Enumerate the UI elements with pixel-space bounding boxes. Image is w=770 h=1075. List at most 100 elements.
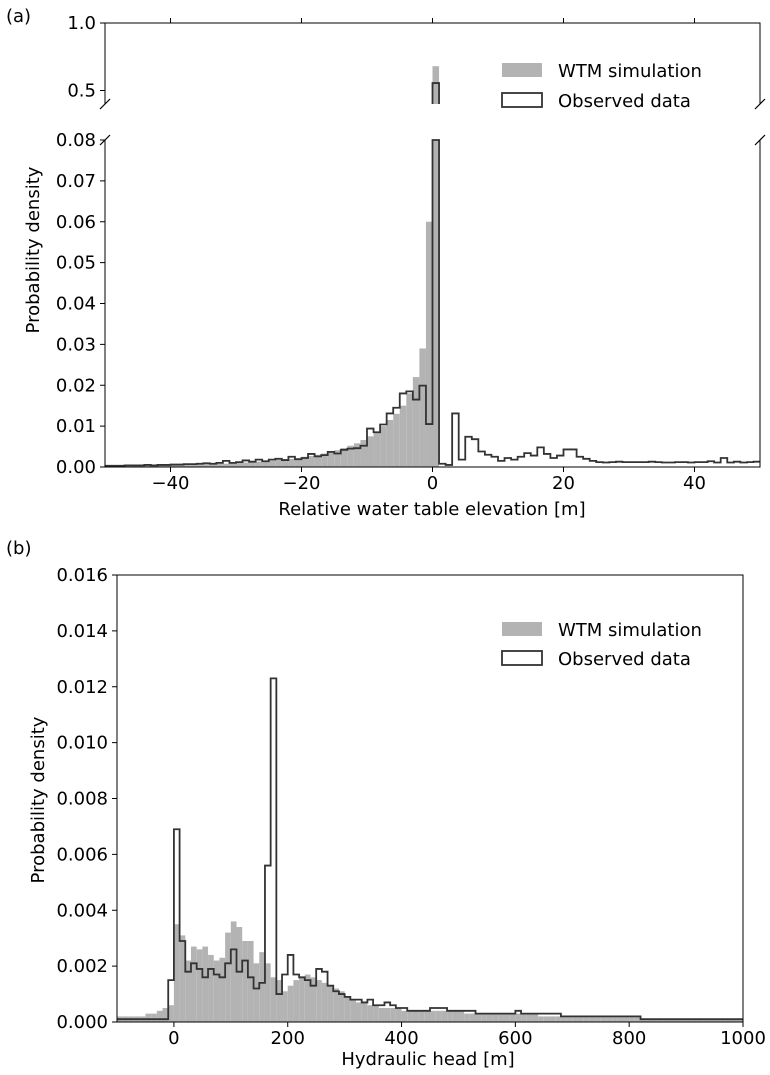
axes-top-spines xyxy=(104,22,761,104)
y-tick-label: 0.04 xyxy=(56,294,96,315)
wtm-bar xyxy=(572,1016,578,1022)
y-tick-label: 0.008 xyxy=(56,789,108,810)
y-tick-label: 0.08 xyxy=(56,130,96,151)
wtm-bar xyxy=(595,1016,601,1022)
wtm-bar xyxy=(412,377,420,467)
wtm-bar xyxy=(350,999,357,1022)
wtm-bar xyxy=(555,1016,561,1022)
wtm-bar xyxy=(430,1010,436,1022)
wtm-bar xyxy=(333,988,339,1022)
wtm-bar xyxy=(347,445,354,467)
wtm-bar xyxy=(173,924,180,1022)
wtm-bar xyxy=(663,1019,670,1022)
wtm-bar xyxy=(264,963,271,1022)
wtm-bar xyxy=(425,221,433,467)
x-tick-label: 40 xyxy=(683,473,706,494)
x-tick-label: −40 xyxy=(152,473,190,494)
wtm-bar xyxy=(131,465,138,467)
wtm-bar xyxy=(301,456,309,467)
wtm-bar xyxy=(560,1016,567,1022)
wtm-bar xyxy=(179,935,186,1022)
wtm-bar xyxy=(543,1016,550,1022)
wtm-bar xyxy=(406,393,413,467)
panel-a: (a) −40 −20 0 20 40 0.00 0.01 0.02 0.03 0.04 0.05 0… xyxy=(6,6,766,520)
wtm-bar xyxy=(432,140,440,467)
y-tick-label: 0.06 xyxy=(56,212,96,233)
wtm-bar xyxy=(321,982,328,1022)
y-tick-label: 0.00 xyxy=(56,457,96,478)
wtm-bar xyxy=(566,1016,573,1022)
axis-break-mark xyxy=(99,98,111,110)
legend-label-observed: Observed data xyxy=(558,91,691,112)
wtm-bar xyxy=(600,1016,607,1022)
wtm-bar xyxy=(435,1010,442,1022)
wtm-bar xyxy=(452,1010,459,1022)
wtm-bar xyxy=(515,1013,522,1022)
wtm-bar xyxy=(262,461,269,467)
wtm-bar xyxy=(384,1008,391,1022)
axis-break-mark xyxy=(99,134,111,146)
wtm-bar xyxy=(731,1019,738,1022)
wtm-bar xyxy=(441,1010,448,1022)
wtm-bar xyxy=(276,980,283,1022)
legend-swatch-wtm xyxy=(502,63,542,77)
observed-step-line xyxy=(105,139,760,467)
wtm-bar xyxy=(640,1019,647,1022)
wtm-bar xyxy=(737,1019,743,1022)
wtm-bar xyxy=(549,1016,556,1022)
wtm-bar xyxy=(418,1010,425,1022)
y-tick-label: 0.016 xyxy=(56,565,108,586)
wtm-bar xyxy=(521,1013,527,1022)
wtm-bar xyxy=(177,465,184,467)
panel-b-frame xyxy=(116,574,744,1023)
observed-step-line xyxy=(117,677,743,1021)
y-tick-label: 0.012 xyxy=(56,677,108,698)
y-tick-label: 0.002 xyxy=(56,956,108,977)
panel-a-ylabel: Probability density xyxy=(23,166,44,333)
panel-a-label: (a) xyxy=(6,6,31,27)
panel-a-xlabel: Relative water table elevation [m] xyxy=(278,499,585,520)
wtm-bar xyxy=(144,465,151,467)
wtm-bar xyxy=(327,451,335,467)
x-tick-label: 20 xyxy=(552,473,575,494)
wtm-bar xyxy=(150,465,158,467)
wtm-bar xyxy=(674,1019,681,1022)
wtm-bar xyxy=(361,1002,368,1022)
wtm-bar xyxy=(720,1019,726,1022)
wtm-bar xyxy=(236,462,243,467)
wtm-bar xyxy=(401,1010,408,1022)
wtm-bar xyxy=(338,991,345,1022)
wtm-bar xyxy=(697,1019,704,1022)
panel-b-xlabel: Hydraulic head [m] xyxy=(341,1049,514,1070)
wtm-bar xyxy=(340,448,348,467)
wtm-bar xyxy=(259,952,265,1022)
wtm-bar xyxy=(344,996,351,1022)
wtm-bar xyxy=(151,1013,157,1022)
wtm-bar xyxy=(208,954,214,1022)
wtm-bar xyxy=(282,991,288,1022)
wtm-bar xyxy=(669,1019,675,1022)
wtm-bar xyxy=(469,1013,476,1022)
wtm-bar xyxy=(386,419,394,467)
panel-a-marks xyxy=(105,66,760,467)
y-tick-label: 0.02 xyxy=(56,375,96,396)
wtm-bar xyxy=(196,464,204,467)
y-tick-label: 0.05 xyxy=(56,253,96,274)
wtm-bar xyxy=(316,980,322,1022)
wtm-bar xyxy=(419,348,426,467)
wtm-bar xyxy=(310,977,317,1022)
wtm-bar xyxy=(399,405,407,467)
wtm-bar xyxy=(395,1008,402,1022)
wtm-bar xyxy=(242,462,250,467)
wtm-bar xyxy=(145,1013,152,1022)
panel-b-legend: WTM simulation Observed data xyxy=(501,620,702,670)
panel-b-ylabel: Probability density xyxy=(28,716,49,883)
wtm-bar xyxy=(412,1010,419,1022)
wtm-bar xyxy=(293,980,300,1022)
wtm-bar xyxy=(714,1019,721,1022)
wtm-bar xyxy=(219,957,226,1022)
wtm-bar xyxy=(216,463,223,467)
wtm-bar xyxy=(183,464,191,467)
legend-swatch-wtm xyxy=(502,622,542,636)
wtm-bar xyxy=(680,1019,687,1022)
